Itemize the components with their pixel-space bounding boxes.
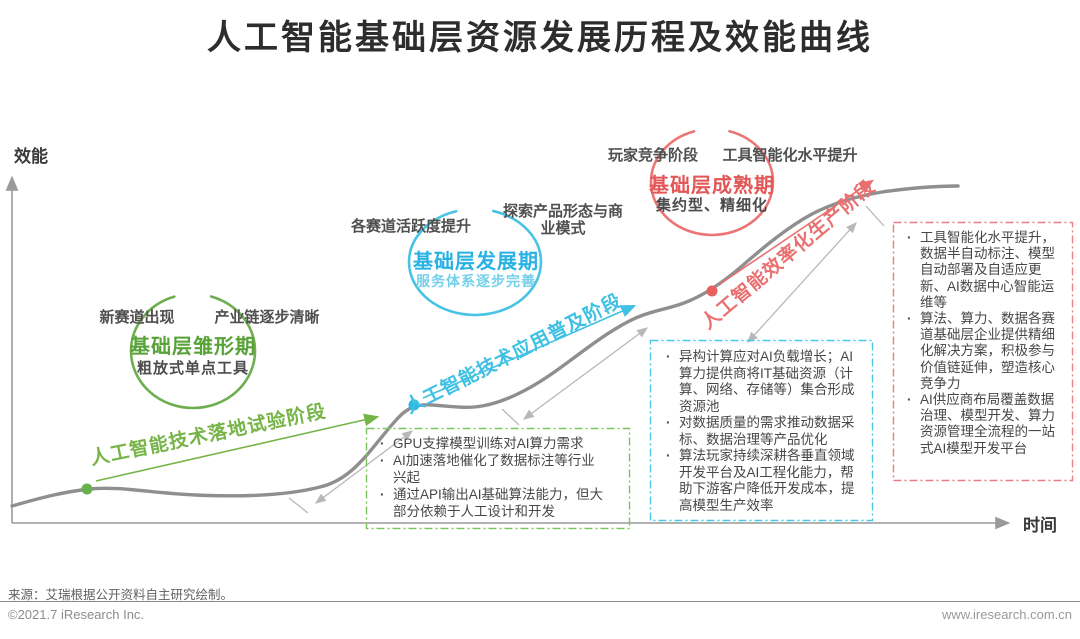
bullet-item: 算法、算力、数据各赛道基础层企业提供精细化解决方案，积极参与价值链延伸，塑造核心… xyxy=(903,311,1067,392)
footer-divider xyxy=(0,601,1080,602)
stage3-bullet-list: 工具智能化水平提升，数据半自动标注、模型自动部署及自适应更新、AI数据中心智能运… xyxy=(903,230,1067,457)
stage2-ring-title: 基础层发展期 xyxy=(413,251,539,273)
stage2-ring xyxy=(407,207,543,317)
y-axis-label: 效能 xyxy=(14,147,48,166)
stage3-ring xyxy=(649,127,775,237)
stage3-ring-title: 基础层成熟期 xyxy=(649,175,775,197)
tick-mark-1 xyxy=(288,497,309,514)
tick-mark-3 xyxy=(865,205,885,227)
bullet-item: AI供应商布局覆盖数据治理、模型开发、算力资源管理全流程的一站式AI模型开发平台 xyxy=(903,392,1067,457)
stage1-ring-title: 基础层雏形期 xyxy=(130,336,256,358)
x-axis-label: 时间 xyxy=(1023,516,1057,535)
website-link: www.iresearch.com.cn xyxy=(941,607,1072,622)
stage3-label-right: 工具智能化水平提升 xyxy=(722,147,858,164)
stage3-ring-tagline: 集约型、精细化 xyxy=(655,197,768,214)
stage2-dot xyxy=(408,399,420,411)
page-title: 人工智能基础层资源发展历程及效能曲线 xyxy=(207,19,873,57)
bullet-item: 异构计算应对AI负载增长；AI算力提供商将IT基础资源（计算、网络、存储等）集合… xyxy=(662,349,865,415)
stage1-detail-box-border xyxy=(365,427,631,530)
stage1-label-left: 新赛道出现 xyxy=(99,309,175,326)
stage3-label-left: 玩家竞争阶段 xyxy=(607,147,698,164)
stage1-detail-box: GPU支撑模型训练对AI算力需求 AI加速落地催化了数据标注等行业兴起 通过AP… xyxy=(366,428,630,529)
source-note: 来源：艾瑞根据公开资料自主研究绘制。 xyxy=(8,588,234,602)
bullet-item: GPU支撑模型训练对AI算力需求 xyxy=(376,435,606,452)
stage1-bullet-list: GPU支撑模型训练对AI算力需求 AI加速落地催化了数据标注等行业兴起 通过AP… xyxy=(376,435,606,520)
stage3-phase-arrow xyxy=(719,179,874,285)
stage2-label-left: 各赛道活跃度提升 xyxy=(350,218,471,235)
bullet-item: AI加速落地催化了数据标注等行业兴起 xyxy=(376,452,606,486)
range-arrow-2 xyxy=(522,327,649,420)
stage2-phase-arrow xyxy=(422,305,637,399)
stage3-detail-box: 工具智能化水平提升，数据半自动标注、模型自动部署及自适应更新、AI数据中心智能运… xyxy=(893,222,1073,481)
stage1-dot xyxy=(81,483,93,495)
tick-mark-2 xyxy=(501,408,520,426)
stage1-phase-arrow xyxy=(95,413,380,482)
stage2-ring-tagline: 服务体系逐步完善 xyxy=(416,273,536,289)
bullet-item: 通过API输出AI基础算法能力，但大部分依赖于人工设计和开发 xyxy=(376,486,606,520)
bullet-item: 对数据质量的需求推动数据采标、数据治理等产品优化 xyxy=(662,415,865,448)
stage2-bullet-list: 异构计算应对AI负载增长；AI算力提供商将IT基础资源（计算、网络、存储等）集合… xyxy=(662,349,865,514)
range-arrow-3 xyxy=(747,222,857,343)
stage1-ring xyxy=(129,292,257,410)
stage3-detail-box-border xyxy=(892,221,1074,482)
bullet-item: 算法玩家持续深耕各垂直领域开发平台及AI工程化能力，帮助下游客户降低开发成本，提… xyxy=(662,448,865,514)
stage2-detail-box-border xyxy=(649,339,874,522)
copyright-note: ©2021.7 iResearch Inc. xyxy=(8,607,145,622)
stage2-detail-box: 异构计算应对AI负载增长；AI算力提供商将IT基础资源（计算、网络、存储等）集合… xyxy=(650,340,873,521)
stage1-label-right: 产业链逐步清晰 xyxy=(214,309,320,326)
stage1-ring-tagline: 粗放式单点工具 xyxy=(136,360,249,377)
bullet-item: 工具智能化水平提升，数据半自动标注、模型自动部署及自适应更新、AI数据中心智能运… xyxy=(903,230,1067,311)
stage3-dot xyxy=(706,285,718,297)
stage2-label-right: 探索产品形态与商业模式 xyxy=(502,203,623,238)
